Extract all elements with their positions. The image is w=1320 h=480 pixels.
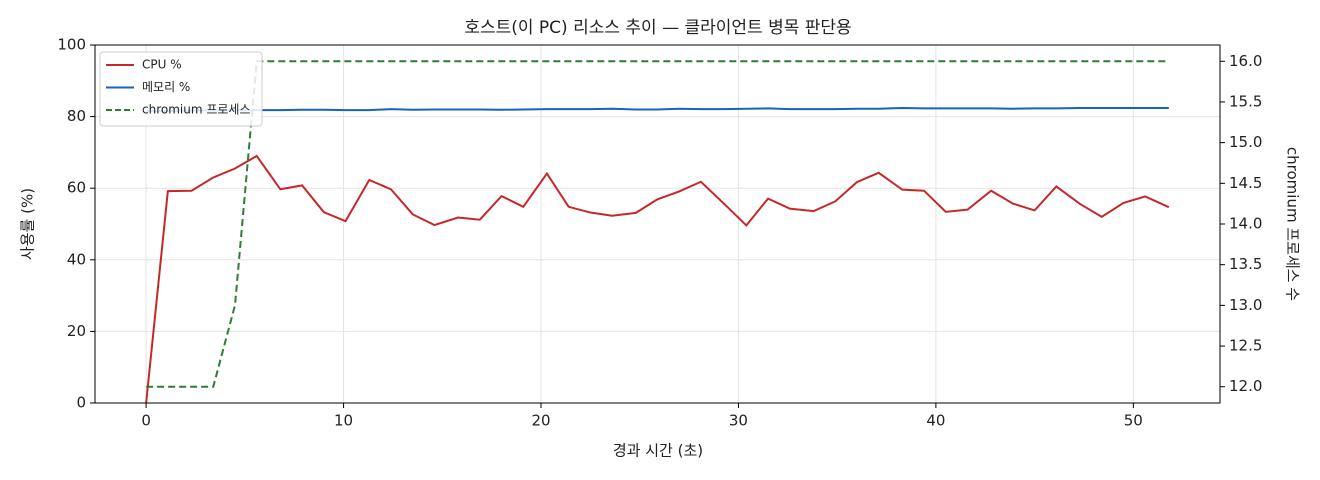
legend-label: CPU %	[142, 58, 182, 72]
legend: CPU % 메모리 % chromium 프로세스	[99, 51, 263, 127]
y-tick-label: 100	[57, 36, 86, 54]
y2-tick-label: 14.0	[1229, 215, 1262, 233]
x-tick-label: 30	[729, 412, 748, 430]
series-line	[145, 154, 1170, 404]
y-tick-label: 80	[67, 107, 86, 125]
legend-label: 메모리 %	[142, 80, 190, 94]
series-line	[146, 60, 1169, 388]
x-tick-label: 40	[926, 412, 945, 430]
plot-frame	[94, 44, 1221, 404]
legend-label: chromium 프로세스	[142, 103, 251, 117]
x-tick-label: 50	[1124, 412, 1143, 430]
y2-tick-label: 15.5	[1229, 92, 1262, 110]
y2-axis-label: chromium 프로세스 수	[1284, 147, 1302, 301]
y2-tick-label: 15.0	[1229, 133, 1262, 151]
y-tick-label: 60	[67, 179, 86, 197]
y-tick-label: 40	[67, 250, 86, 268]
y-axis-label: 사용률 (%)	[19, 188, 37, 260]
x-tick-label: 10	[334, 412, 353, 430]
y-tick-label: 20	[67, 322, 86, 340]
y2-tick-label: 12.0	[1229, 377, 1262, 395]
x-axis-label: 경과 시간 (초)	[613, 442, 703, 460]
x-tick-label: 0	[141, 412, 151, 430]
y-tick-label: 0	[76, 394, 86, 412]
y2-tick-label: 13.0	[1229, 296, 1262, 314]
y2-tick-label: 14.5	[1229, 174, 1262, 192]
x-tick-label: 20	[531, 412, 550, 430]
y2-tick-label: 16.0	[1229, 52, 1262, 70]
y2-tick-label: 12.5	[1229, 337, 1262, 355]
chart-title: 호스트(이 PC) 리소스 추이 — 클라이언트 병목 판단용	[464, 18, 851, 38]
y2-tick-label: 13.5	[1229, 255, 1262, 273]
legend-box	[99, 51, 263, 127]
series-line	[146, 107, 1169, 113]
